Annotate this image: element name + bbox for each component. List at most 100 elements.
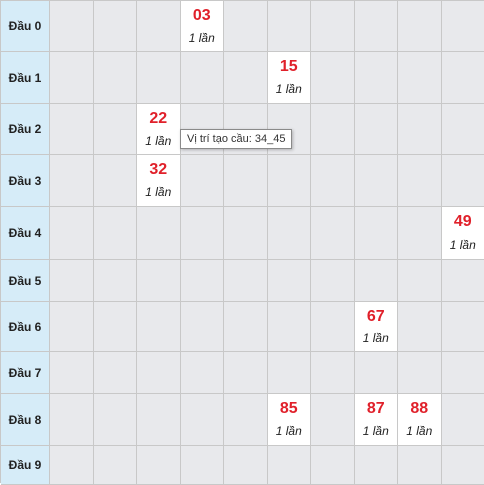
grid-cell [50, 52, 94, 104]
grid-cell [137, 302, 181, 352]
grid-cell [224, 446, 268, 485]
row-header: Đầu 5 [1, 260, 50, 302]
grid-cell [355, 155, 399, 207]
grid-cell [355, 104, 399, 155]
grid-cell [311, 352, 355, 394]
grid-cell [181, 52, 225, 104]
grid-cell [94, 155, 138, 207]
grid-cell [50, 302, 94, 352]
grid-cell [442, 352, 484, 394]
grid-cell [50, 446, 94, 485]
grid-cell [224, 352, 268, 394]
grid-cell [94, 352, 138, 394]
row-header: Đầu 4 [1, 207, 50, 260]
lotto-number: 22 [137, 110, 180, 128]
grid-cell [94, 446, 138, 485]
grid-cell [442, 302, 484, 352]
grid-cell [268, 207, 312, 260]
row-header: Đầu 8 [1, 394, 50, 446]
number-cell[interactable]: 67 1 lần [355, 302, 399, 352]
grid-cell [94, 302, 138, 352]
occurrence-count: 1 lần [268, 424, 311, 438]
number-cell[interactable]: 03 1 lần [181, 1, 225, 52]
row-header: Đầu 2 [1, 104, 50, 155]
grid-cell [94, 207, 138, 260]
grid-cell [442, 394, 484, 446]
grid-cell [311, 446, 355, 485]
lotto-number: 32 [137, 161, 180, 179]
grid-cell [137, 446, 181, 485]
occurrence-count: 1 lần [137, 134, 180, 148]
number-cell[interactable]: 15 1 lần [268, 52, 312, 104]
grid-cell [137, 260, 181, 302]
row-header: Đầu 3 [1, 155, 50, 207]
occurrence-count: 1 lần [442, 238, 484, 252]
grid-cell [442, 260, 484, 302]
grid-cell [181, 302, 225, 352]
grid-cell [311, 394, 355, 446]
number-cell[interactable]: 49 1 lần [442, 207, 484, 260]
grid-cell [94, 104, 138, 155]
grid-cell [442, 104, 484, 155]
grid-cell [398, 260, 442, 302]
grid-cell [137, 207, 181, 260]
grid-cell [355, 446, 399, 485]
grid-cell [268, 155, 312, 207]
lotto-number: 67 [355, 308, 398, 326]
grid-cell [442, 52, 484, 104]
grid-cell [50, 394, 94, 446]
grid-cell [268, 260, 312, 302]
row-header: Đầu 9 [1, 446, 50, 485]
grid-cell [355, 260, 399, 302]
grid-cell [137, 52, 181, 104]
row-header: Đầu 7 [1, 352, 50, 394]
occurrence-count: 1 lần [268, 82, 311, 96]
grid-cell [137, 394, 181, 446]
grid-cell [311, 52, 355, 104]
grid-row: Đầu 7 [1, 352, 484, 394]
grid-cell [442, 155, 484, 207]
grid-cell [398, 352, 442, 394]
grid-cell [355, 352, 399, 394]
grid-cell [181, 352, 225, 394]
occurrence-count: 1 lần [355, 331, 398, 345]
lotto-number: 87 [355, 400, 398, 418]
grid-cell [181, 394, 225, 446]
grid-cell [268, 446, 312, 485]
grid-cell [50, 207, 94, 260]
lotto-number: 15 [268, 58, 311, 76]
grid-cell [50, 1, 94, 52]
number-cell[interactable]: 22 1 lần [137, 104, 181, 155]
number-cell[interactable]: 32 1 lần [137, 155, 181, 207]
grid-cell [268, 1, 312, 52]
grid-cell [224, 394, 268, 446]
grid-cell [311, 155, 355, 207]
grid-cell [355, 207, 399, 260]
grid-cell [50, 104, 94, 155]
row-header: Đầu 6 [1, 302, 50, 352]
grid-cell [181, 207, 225, 260]
grid-cell [311, 104, 355, 155]
grid-cell [137, 352, 181, 394]
grid-cell [442, 446, 484, 485]
lotto-number: 88 [398, 400, 441, 418]
grid-cell [224, 302, 268, 352]
grid-cell [398, 446, 442, 485]
grid-row: Đầu 6 67 1 lần [1, 302, 484, 352]
grid-cell [355, 52, 399, 104]
occurrence-count: 1 lần [181, 31, 224, 45]
grid-row: Đầu 5 [1, 260, 484, 302]
grid-cell [181, 260, 225, 302]
grid-cell [224, 52, 268, 104]
occurrence-count: 1 lần [137, 185, 180, 199]
lotto-number: 03 [181, 7, 224, 25]
lotto-number: 49 [442, 213, 484, 231]
grid-cell [181, 446, 225, 485]
grid-cell [224, 207, 268, 260]
